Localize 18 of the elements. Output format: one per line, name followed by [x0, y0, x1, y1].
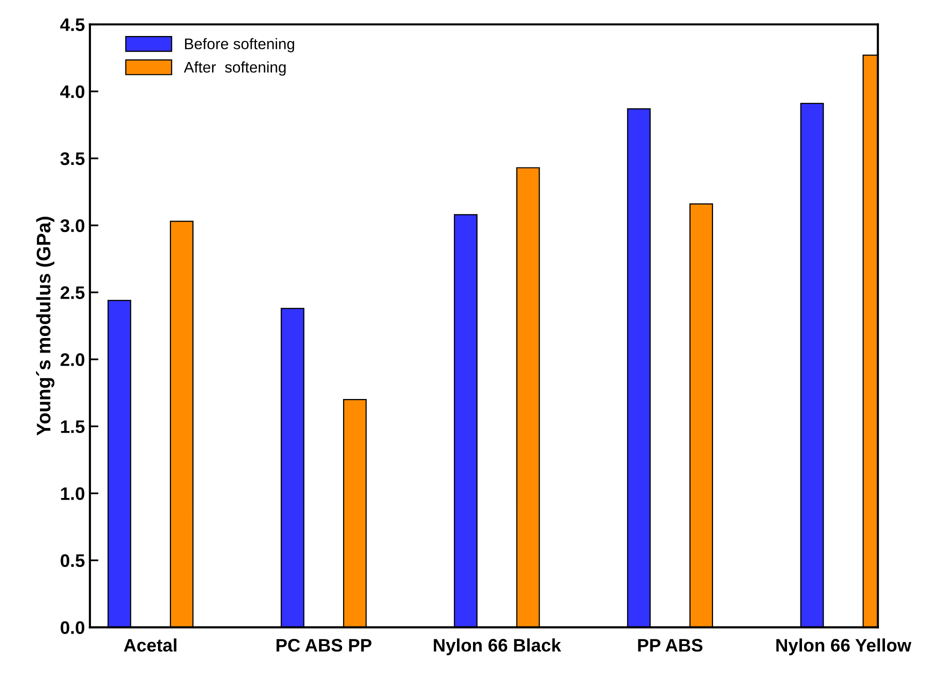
y-tick-label: 3.5 — [60, 152, 85, 166]
x-tick-label: Acetal — [124, 638, 176, 652]
legend-label: After softening — [184, 61, 286, 76]
y-axis-title: Young´s modulus (GPa) — [36, 216, 54, 436]
y-tick-label: 2.5 — [60, 286, 85, 300]
y-tick-label: 1.5 — [61, 420, 85, 434]
y-tick-label: 1.0 — [61, 487, 84, 500]
x-tick-label: PC ABS PP — [276, 638, 372, 652]
y-tick-label: 0.0 — [60, 621, 84, 634]
y-tick-label: 4.0 — [60, 85, 84, 98]
y-tick-label: 4.5 — [60, 18, 85, 32]
y-tick-label: 0.5 — [60, 554, 85, 568]
y-tick-label: 3.0 — [60, 219, 84, 232]
x-tick-label: Nylon 66 Black — [434, 638, 562, 656]
legend-label: Before softening — [185, 38, 294, 52]
x-tick-label: PP ABS — [638, 638, 702, 652]
y-tick-label: 2.0 — [60, 353, 84, 366]
x-tick-label: Nylon 66 Yellow — [776, 638, 912, 656]
